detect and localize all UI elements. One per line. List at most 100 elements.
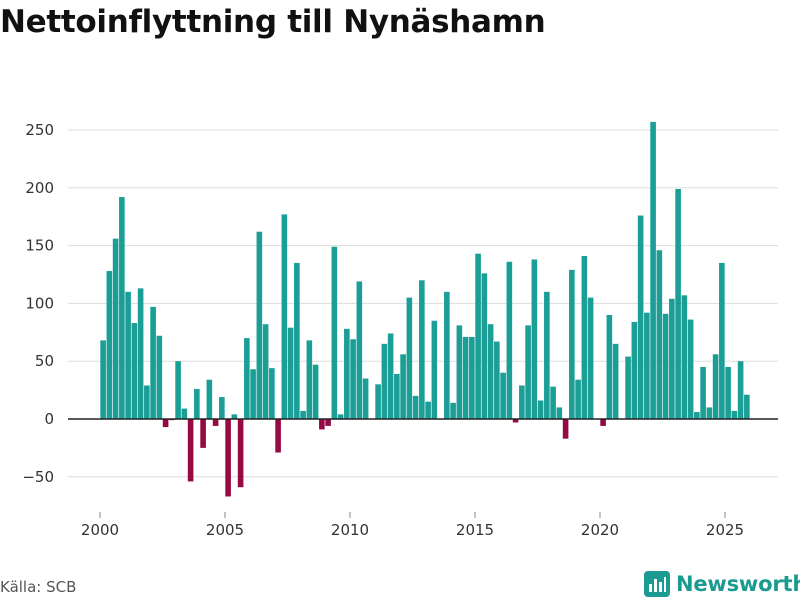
y-tick-label: 250 xyxy=(25,121,54,139)
y-tick-label: 0 xyxy=(44,410,54,428)
bar-positive xyxy=(312,364,319,419)
bar-negative xyxy=(319,419,325,430)
bar-positive xyxy=(106,271,113,419)
bar-positive xyxy=(375,384,381,419)
bar-positive xyxy=(462,336,469,419)
bar-positive xyxy=(256,231,263,419)
bar-positive xyxy=(381,343,388,419)
bar-positive xyxy=(475,253,481,419)
bar-positive xyxy=(456,325,463,419)
bar-positive xyxy=(669,298,675,419)
bar-positive xyxy=(344,328,350,419)
bar-positive xyxy=(681,295,688,419)
bar-positive xyxy=(131,323,138,419)
bars xyxy=(100,121,750,497)
bar-positive xyxy=(581,256,588,419)
bar-positive xyxy=(425,401,431,419)
bar-positive xyxy=(544,291,550,419)
bar-positive xyxy=(356,281,363,419)
newsworthy-logo-icon xyxy=(644,571,670,597)
bar-positive xyxy=(487,324,494,419)
bar-positive xyxy=(306,340,313,419)
bar-positive xyxy=(469,336,475,419)
bar-positive xyxy=(700,366,706,419)
bar-positive xyxy=(719,262,725,419)
x-tick-label: 2005 xyxy=(206,521,244,539)
bar-negative xyxy=(162,419,169,428)
x-tick-label: 2020 xyxy=(581,521,619,539)
bar-positive xyxy=(481,273,488,419)
bar-negative xyxy=(212,419,219,426)
x-tick-label: 2015 xyxy=(456,521,494,539)
source-note: Källa: SCB xyxy=(0,578,77,596)
bar-positive xyxy=(412,395,419,419)
bar-positive xyxy=(712,354,719,419)
x-tick-label: 2025 xyxy=(706,521,744,539)
bar-positive xyxy=(644,312,650,419)
bar-positive xyxy=(537,400,544,419)
bar-positive xyxy=(331,246,338,419)
bar-positive xyxy=(662,313,669,419)
x-tick-label: 2010 xyxy=(331,521,369,539)
bar-negative xyxy=(325,419,331,426)
bar-positive xyxy=(494,341,500,419)
bar-positive xyxy=(112,238,119,419)
bar-positive xyxy=(569,269,575,419)
bar-positive xyxy=(362,378,369,419)
bar-positive xyxy=(706,407,713,419)
bar-positive xyxy=(687,319,694,419)
bar-negative xyxy=(600,419,606,426)
bar-negative xyxy=(512,419,519,423)
bar-positive xyxy=(550,386,556,419)
bar-positive xyxy=(144,385,150,419)
bar-positive xyxy=(519,385,525,419)
bar-positive xyxy=(100,340,106,419)
bar-negative xyxy=(562,419,569,439)
bar-positive xyxy=(444,291,450,419)
bar-positive xyxy=(637,215,644,419)
bar-positive xyxy=(250,369,256,419)
bar-positive xyxy=(450,402,456,419)
bar-positive xyxy=(294,262,300,419)
bar-positive xyxy=(419,280,425,419)
bar-positive xyxy=(400,354,406,419)
bar-positive xyxy=(350,339,356,419)
bar-negative xyxy=(275,419,281,453)
x-tick-label: 2000 xyxy=(81,521,119,539)
bar-positive xyxy=(587,297,594,419)
y-tick-label: 150 xyxy=(25,237,54,255)
bar-positive xyxy=(737,361,744,419)
bar-positive xyxy=(206,379,213,419)
bar-positive xyxy=(300,410,306,419)
bar-negative xyxy=(225,419,231,497)
bar-positive xyxy=(500,372,506,419)
bar-positive xyxy=(725,366,731,419)
bar-negative xyxy=(187,419,194,482)
bar-positive xyxy=(119,197,125,419)
bar-positive xyxy=(394,373,400,419)
bar-positive xyxy=(431,320,438,419)
bar-positive xyxy=(650,121,656,419)
bar-positive xyxy=(137,288,144,419)
bar-positive xyxy=(219,397,225,419)
bar-positive xyxy=(231,414,238,419)
bar-positive xyxy=(181,408,188,419)
y-tick-label: 50 xyxy=(35,352,54,370)
bar-positive xyxy=(612,343,619,419)
bar-positive xyxy=(731,410,738,419)
bar-positive xyxy=(406,297,413,419)
bar-positive xyxy=(262,324,269,419)
bar-positive xyxy=(694,412,700,419)
bar-positive xyxy=(194,388,200,419)
y-tick-label: −50 xyxy=(22,468,54,486)
bar-positive xyxy=(156,335,163,419)
y-axis-ticks: −50 0 50 100 150 200 250 xyxy=(22,121,54,486)
bar-positive xyxy=(525,325,531,419)
bar-positive xyxy=(150,306,156,419)
y-tick-label: 100 xyxy=(25,294,54,312)
bar-positive xyxy=(675,188,681,419)
bar-positive xyxy=(337,414,344,419)
bar-positive xyxy=(287,327,294,419)
bar-positive xyxy=(625,356,631,419)
